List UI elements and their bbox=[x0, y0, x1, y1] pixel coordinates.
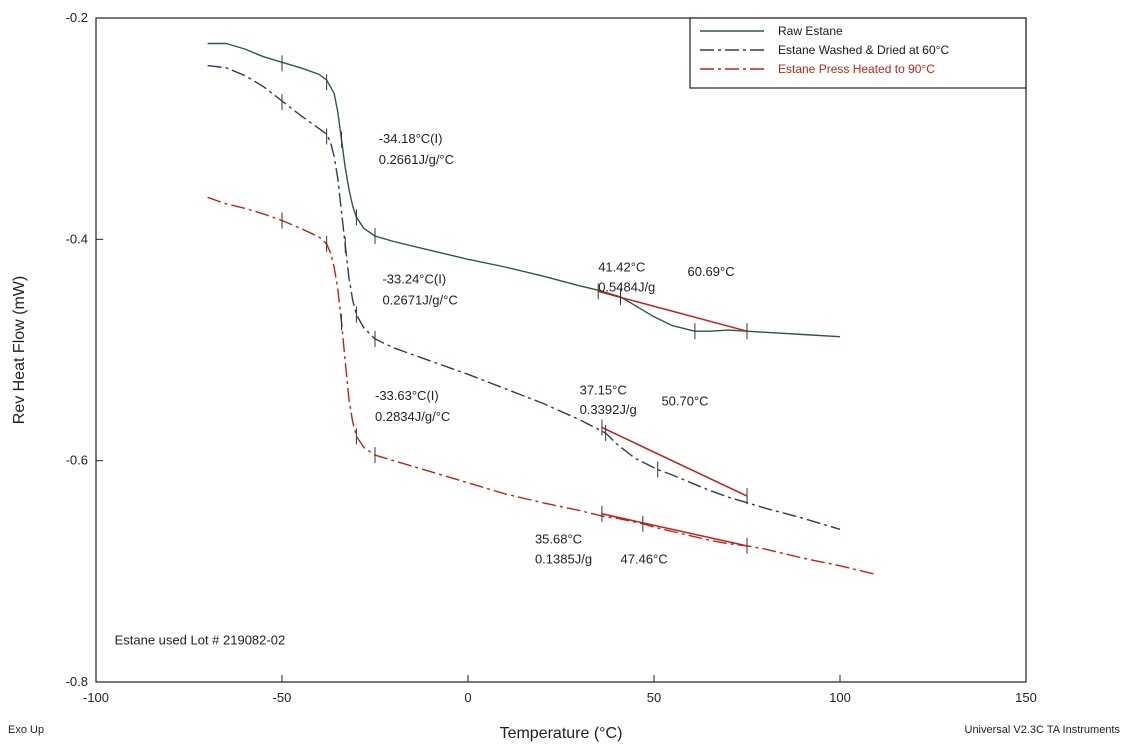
tangent-line bbox=[601, 513, 748, 547]
y-tick-label: -0.4 bbox=[66, 231, 88, 246]
y-tick-label: -0.6 bbox=[66, 453, 88, 468]
series-line-3 bbox=[207, 196, 878, 576]
x-axis: -100 -50 0 50 100 150 bbox=[83, 675, 1037, 705]
x-tick-label: 50 bbox=[647, 690, 661, 705]
annotation-label: 0.5484J/g bbox=[598, 279, 655, 294]
annotation-label: 41.42°C bbox=[598, 259, 645, 274]
exo-up-label: Exo Up bbox=[8, 724, 44, 736]
series-line-2 bbox=[207, 64, 841, 530]
legend-box bbox=[689, 17, 1027, 89]
annotation-label: 47.46°C bbox=[621, 552, 668, 567]
tangent-line bbox=[598, 290, 748, 332]
legend-label: Estane Press Heated to 90°C bbox=[778, 62, 935, 76]
y-axis-title: Rev Heat Flow (mW) bbox=[11, 276, 28, 424]
annotation-label: 0.2661J/g/°C bbox=[379, 152, 454, 167]
overlay-group bbox=[598, 290, 748, 547]
legend: Raw Estane Estane Washed & Dried at 60°C E… bbox=[689, 17, 1027, 89]
series-group bbox=[207, 42, 878, 576]
tickmark-group bbox=[281, 55, 748, 554]
annotation-label: 0.1385J/g bbox=[535, 552, 592, 567]
annotation-label: 35.68°C bbox=[535, 532, 582, 547]
instrument-label: Universal V2.3C TA Instruments bbox=[965, 724, 1121, 736]
annotation-label: 0.2671J/g/°C bbox=[382, 293, 457, 308]
legend-label: Estane Washed & Dried at 60°C bbox=[778, 43, 949, 57]
plot-frame bbox=[95, 17, 1027, 683]
y-tick-label: -0.8 bbox=[66, 674, 88, 689]
y-tick-label: -0.2 bbox=[66, 10, 88, 25]
annotation-label: Estane used Lot # 219082-02 bbox=[115, 632, 286, 647]
plot-area bbox=[95, 17, 1027, 683]
x-tick-label: 100 bbox=[829, 690, 851, 705]
y-axis: -0.2 -0.4 -0.6 -0.8 bbox=[66, 10, 103, 689]
annotation-group: -34.18°C(I) 0.2661J/g/°C -33.24°C(I) 0.2671… bbox=[115, 131, 735, 647]
annotation-label: 50.70°C bbox=[661, 393, 708, 408]
tangent-line bbox=[601, 426, 748, 497]
annotation-label: 37.15°C bbox=[580, 382, 627, 397]
annotation-label: 0.3392J/g bbox=[580, 402, 637, 417]
x-tick-label: 0 bbox=[464, 690, 471, 705]
annotation-label: 60.69°C bbox=[687, 264, 734, 279]
x-tick-label: 150 bbox=[1015, 690, 1037, 705]
x-axis-title: Temperature (°C) bbox=[500, 725, 623, 742]
x-tick-label: -50 bbox=[273, 690, 292, 705]
series-line-1 bbox=[207, 42, 841, 338]
legend-label: Raw Estane bbox=[778, 24, 843, 38]
annotation-label: -33.24°C(I) bbox=[382, 272, 446, 287]
x-tick-label: -100 bbox=[83, 690, 109, 705]
annotation-label: -33.63°C(I) bbox=[375, 388, 439, 403]
annotation-label: 0.2834J/g/°C bbox=[375, 409, 450, 424]
annotation-label: -34.18°C(I) bbox=[379, 131, 443, 146]
